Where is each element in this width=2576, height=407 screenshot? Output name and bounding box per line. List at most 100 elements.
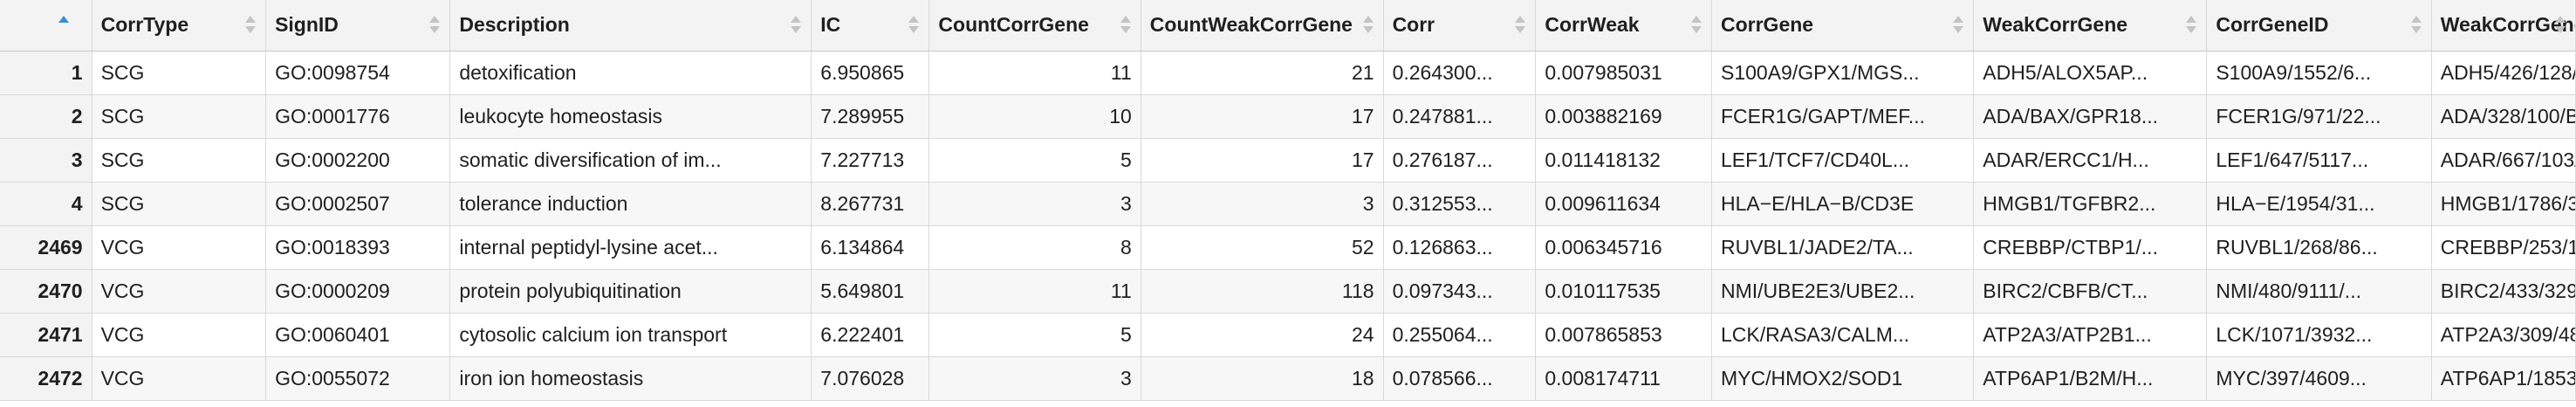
table-row: 4 SCG GO:0002507 tolerance induction 8.26773… [0,182,2576,226]
table-row: 1 SCG GO:0098754 detoxification 6.950865 11 21… [0,51,2576,95]
row-number-header[interactable] [0,0,92,52]
table-cell-corr: 0.097343... [1383,269,1537,314]
table-cell-corrgeneid: RUVBL1/268/86... [2206,225,2432,270]
column-header-label: WeakCorrGene [1983,13,2128,37]
sort-arrows-icon[interactable] [908,14,920,37]
table-cell-ic: 6.222401 [811,313,930,357]
table-cell-corrgene: LCK/RASA3/CALM... [1711,313,1975,357]
column-header-label: CorrGene [1721,13,1814,37]
sort-arrows-icon[interactable] [1120,14,1132,37]
column-header-corrtype[interactable]: CorrType [92,0,267,52]
table-cell-weakcorrgeneid: ATP6AP1/1853/53... [2431,356,2576,401]
table-cell-corr: 0.126863... [1383,225,1537,270]
table-cell-corrgeneid: HLA−E/1954/31... [2206,182,2432,226]
table-cell-corr: 0.247881... [1383,94,1537,139]
column-header-corr[interactable]: Corr [1383,0,1537,52]
sort-ascending-icon[interactable] [58,14,70,37]
table-cell-corrtype: SCG [92,182,267,226]
table-cell-corrweak: 0.006345716 [1535,225,1712,270]
table-cell-corrtype: SCG [92,138,267,183]
table-cell-countweakcorrgene: 24 [1141,313,1384,357]
table-cell-corrgene: HLA−E/HLA−B/CD3E [1711,182,1975,226]
sort-arrows-icon[interactable] [2185,14,2197,37]
column-header-label: CountCorrGene [938,13,1089,37]
table-cell-corrweak: 0.007985031 [1535,51,1712,95]
table-cell-description: cytosolic calcium ion transport [449,313,812,357]
row-number: 2472 [0,356,92,401]
sort-arrows-icon[interactable] [2554,14,2566,37]
table-cell-corrgeneid: LCK/1071/3932... [2206,313,2432,357]
table-cell-signid: GO:0055072 [265,356,451,401]
table-cell-weakcorrgene: ADAR/ERCC1/H... [1973,138,2208,183]
table-cell-countweakcorrgene: 18 [1141,356,1384,401]
table-cell-description: somatic diversification of im... [449,138,812,183]
sort-arrows-icon[interactable] [790,14,802,37]
column-header-label: WeakCorrGeneID [2440,13,2575,37]
row-number: 4 [0,182,92,226]
table-cell-corrgene: MYC/HMOX2/SOD1 [1711,356,1975,401]
table-cell-corr: 0.078566... [1383,356,1537,401]
table-cell-description: protein polyubiquitination [449,269,812,314]
column-header-label: CountWeakCorrGene [1149,13,1353,37]
row-number: 2 [0,94,92,139]
column-header-corrgene[interactable]: CorrGene [1711,0,1975,52]
column-header-ic[interactable]: IC [811,0,930,52]
column-header-corrweak[interactable]: CorrWeak [1535,0,1712,52]
sort-arrows-icon[interactable] [1690,14,1702,37]
table-cell-corr: 0.255064... [1383,313,1537,357]
column-header-countweakcorrgene[interactable]: CountWeakCorrGene [1141,0,1384,52]
table-cell-corrgene: NMI/UBE2E3/UBE2... [1711,269,1975,314]
table-cell-signid: GO:0002200 [265,138,451,183]
column-header-signid[interactable]: SignID [265,0,451,52]
column-header-description[interactable]: Description [449,0,812,52]
table-cell-ic: 6.134864 [811,225,930,270]
table-cell-corrtype: VCG [92,313,267,357]
table-cell-weakcorrgene: CREBBP/CTBP1/... [1973,225,2208,270]
table-cell-countcorrgene: 11 [928,51,1141,95]
table-cell-signid: GO:0001776 [265,94,451,139]
table-cell-countcorrgene: 10 [928,94,1141,139]
column-header-label: IC [820,13,841,37]
table-cell-corrtype: VCG [92,269,267,314]
row-number: 2470 [0,269,92,314]
sort-arrows-icon[interactable] [1362,14,1374,37]
table-cell-countweakcorrgene: 3 [1141,182,1384,226]
column-header-corrgeneid[interactable]: CorrGeneID [2206,0,2432,52]
column-header-weakcorrgene[interactable]: WeakCorrGene [1973,0,2208,52]
sort-arrows-icon[interactable] [2410,14,2422,37]
table-row: 2472 VCG GO:0055072 iron ion homeostasis 7.0… [0,356,2576,401]
table-header-row: CorrType SignID Description IC CountCorrGene… [0,0,2576,52]
table-cell-weakcorrgeneid: ATP2A3/309/489/... [2431,313,2576,357]
table-cell-countcorrgene: 5 [928,138,1141,183]
column-header-label: Description [459,13,570,37]
table-cell-corrweak: 0.009611634 [1535,182,1712,226]
table-row: 2470 VCG GO:0000209 protein polyubiquitinat… [0,269,2576,314]
column-header-weakcorrgeneid[interactable]: WeakCorrGeneID [2431,0,2576,52]
column-header-label: SignID [275,13,339,37]
table-cell-corrweak: 0.011418132 [1535,138,1712,183]
table-cell-ic: 8.267731 [811,182,930,226]
column-header-label: CorrWeak [1545,13,1640,37]
table-cell-corrgene: FCER1G/GAPT/MEF... [1711,94,1975,139]
sort-arrows-icon[interactable] [428,14,441,37]
table-cell-corr: 0.312553... [1383,182,1537,226]
row-number: 2469 [0,225,92,270]
table-row: 2469 VCG GO:0018393 internal peptidyl-lysin… [0,225,2576,270]
sort-arrows-icon[interactable] [244,14,257,37]
row-number: 1 [0,51,92,95]
column-header-label: CorrType [100,13,189,37]
table-cell-ic: 5.649801 [811,269,930,314]
column-header-countcorrgene[interactable]: CountCorrGene [928,0,1141,52]
table-cell-weakcorrgeneid: CREBBP/253/1387... [2431,225,2576,270]
table-cell-corrweak: 0.007865853 [1535,313,1712,357]
table-cell-description: iron ion homeostasis [449,356,812,401]
sort-arrows-icon[interactable] [1952,14,1964,37]
table-cell-countcorrgene: 3 [928,182,1141,226]
table-cell-signid: GO:0000209 [265,269,451,314]
table-cell-corrweak: 0.003882169 [1535,94,1712,139]
table-cell-countweakcorrgene: 118 [1141,269,1384,314]
table-cell-description: detoxification [449,51,812,95]
sort-arrows-icon[interactable] [1514,14,1526,37]
table-cell-countweakcorrgene: 17 [1141,94,1384,139]
